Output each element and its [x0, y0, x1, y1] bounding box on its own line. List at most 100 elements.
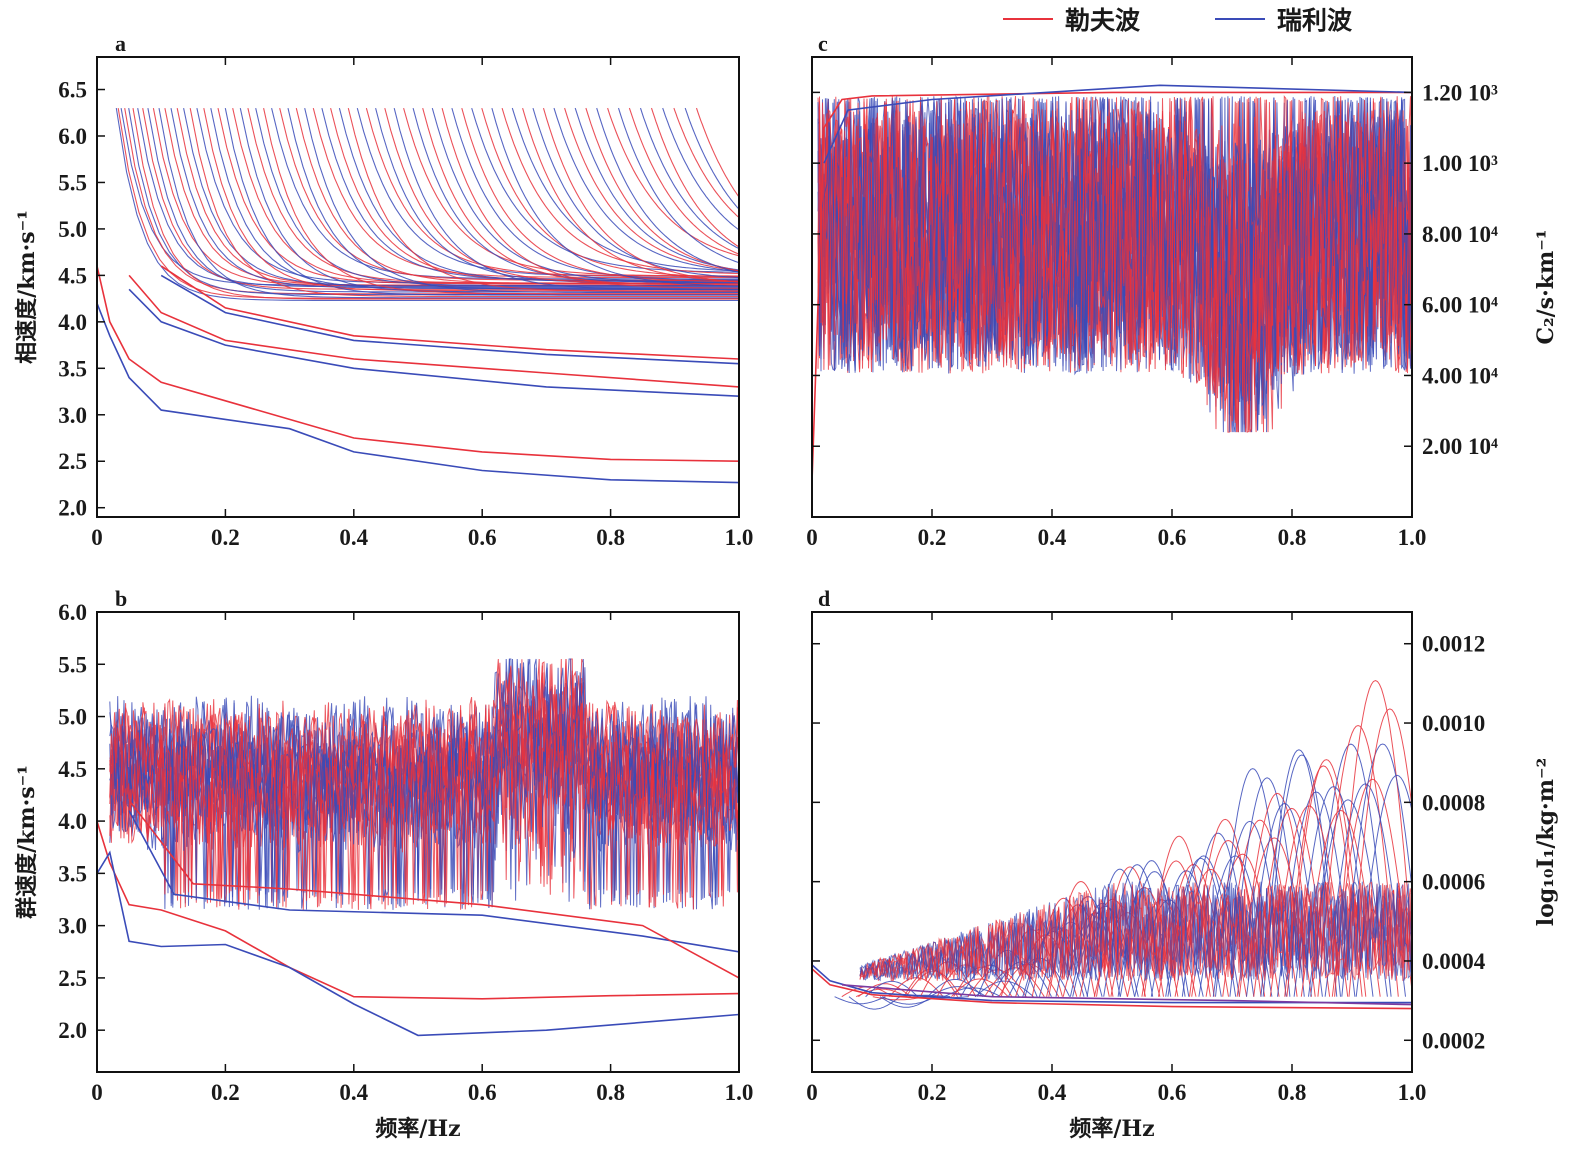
panel-b-mode-curve: [109, 658, 739, 910]
panel-a-mode-curve: [263, 107, 739, 295]
panel-c-c2: 2.00 10⁴ 4.00 10⁴ 6.00 10⁴ 8.00 10⁴ 1.00 10³…: [806, 31, 1559, 550]
panel-d-xtick-label: 0.4: [1038, 1080, 1067, 1105]
panel-d-mode-curve: [974, 980, 1034, 998]
panel-a-mode-curve: [451, 107, 739, 281]
panel-d-xtick-label: 0.8: [1278, 1080, 1307, 1105]
panel-c-ytick-label: 4.00 10⁴: [1422, 363, 1498, 388]
panel-a-mode-curve: [132, 108, 739, 300]
panel-a-label: a: [115, 31, 126, 56]
panel-a-xtick-label: 0.4: [339, 525, 368, 550]
panel-c-xtick-label: 0.4: [1038, 525, 1067, 550]
legend: 勒夫波 瑞利波: [1003, 6, 1353, 35]
panel-a-xtick-label: 1.0: [725, 525, 754, 550]
panel-d-ticks: 0.0002 0.0004 0.0006 0.0008 0.0010 0.0012 0 0.2…: [806, 612, 1486, 1105]
panel-b-series-line: [128, 810, 739, 953]
panel-c-series-line: [812, 91, 1412, 482]
panel-c-ylabel: C₂/s·km⁻¹: [1533, 230, 1559, 345]
panel-d-series-line: [812, 968, 1412, 1010]
panel-a-mode-curve: [684, 107, 739, 210]
panel-a-mode-curve: [511, 107, 739, 272]
panel-a-mode-curve: [441, 107, 739, 289]
panel-d-mode-curve: [1286, 759, 1367, 997]
panel-a-ytick-label: 5.5: [58, 170, 87, 195]
panel-d-mode-curve: [1310, 743, 1392, 997]
panel-d-mode-curve: [859, 881, 1412, 982]
panel-a-mode-curve: [115, 108, 739, 302]
panel-a-mode-curve: [158, 107, 739, 299]
panel-a-ytick-label: 4.5: [58, 263, 87, 288]
panel-d-ytick-label: 0.0008: [1422, 790, 1485, 815]
panel-d-frame: [811, 611, 1413, 1073]
panel-b-mode-curve: [109, 658, 739, 910]
panel-a-mode-curve: [431, 107, 739, 284]
panel-c-ytick-label: 8.00 10⁴: [1422, 222, 1498, 247]
panel-a-ytick-label: 6.5: [58, 78, 87, 103]
panel-a-mode-curve: [673, 107, 739, 218]
panel-a-series-line: [128, 288, 739, 397]
panel-b-series-line: [97, 820, 739, 1000]
panel-d-xtick-label: 1.0: [1398, 1080, 1427, 1105]
panel-d-series-line: [841, 984, 1412, 1006]
panel-a-mode-curve: [501, 107, 739, 275]
panel-b-curves: [97, 658, 739, 1037]
panel-d-ytick-label: 0.0002: [1422, 1028, 1485, 1053]
panel-b-ytick-label: 6.0: [58, 600, 87, 625]
panel-a-ylabel: 相速度/km·s⁻¹: [14, 210, 40, 364]
panel-a-mode-curve: [596, 107, 739, 273]
panel-a-mode-curve: [117, 108, 739, 299]
panel-d-mode-curve: [1262, 754, 1341, 997]
panel-b-ytick-label: 4.0: [58, 809, 87, 834]
panel-a-mode-curve: [461, 107, 739, 283]
panel-b-xtick-label: 0.8: [596, 1080, 625, 1105]
panel-a-mode-curve: [152, 107, 739, 287]
panel-a-xtick-label: 0: [91, 525, 103, 550]
panel-a-mode-curve: [607, 107, 739, 257]
panel-a-mode-curve: [170, 107, 739, 289]
panel-d-mode-curve: [882, 996, 937, 1005]
panel-a-ytick-label: 3.0: [58, 403, 87, 428]
panel-b-xtick-label: 0: [91, 1080, 103, 1105]
panel-c-xtick-label: 0.2: [918, 525, 947, 550]
panel-a-ytick-label: 2.0: [58, 496, 87, 521]
panel-c-ytick-label: 1.20 10³: [1422, 80, 1498, 105]
panel-c-xtick-label: 0.6: [1158, 525, 1187, 550]
panel-b-ytick-label: 2.0: [58, 1018, 87, 1043]
panel-b-series-line: [128, 799, 739, 979]
panel-c-ticks: 2.00 10⁴ 4.00 10⁴ 6.00 10⁴ 8.00 10⁴ 1.00 10³…: [806, 57, 1498, 550]
panel-a-mode-curve: [695, 107, 739, 198]
panel-d-mode-curve: [1238, 792, 1316, 997]
panel-d-log-i1: 0.0002 0.0004 0.0006 0.0008 0.0010 0.0012 0 0.2…: [806, 586, 1559, 1142]
panel-a-mode-curve: [189, 107, 739, 298]
panel-a-mode-curve: [617, 107, 739, 264]
panel-c-ytick-label: 6.00 10⁴: [1422, 293, 1498, 318]
panel-d-xtick-label: 0.2: [918, 1080, 947, 1105]
panel-a-mode-curve: [232, 107, 739, 284]
panel-a-mode-curve: [224, 107, 739, 296]
panel-d-mode-curve: [859, 881, 1412, 983]
panel-d-mode-curve: [848, 996, 901, 1010]
panel-b-group-velocity: 2.0 2.5 3.0 3.5 4.0 4.5 5.0 5.5 6.0 0 0.2 0.4 0.6 0.8…: [14, 586, 753, 1142]
panel-a-series-line: [97, 303, 739, 484]
panel-d-xtick-label: 0.6: [1158, 1080, 1187, 1105]
panel-d-mode-curve: [1215, 768, 1291, 997]
panel-d-mode-curve: [1317, 724, 1399, 997]
panel-c-series-line: [823, 84, 1412, 164]
panel-d-mode-curve: [967, 969, 1027, 997]
panel-a-mode-curve: [553, 107, 739, 272]
panel-b-label: b: [115, 586, 127, 611]
panel-a-mode-curve: [491, 107, 739, 287]
panel-d-mode-curve: [1324, 783, 1406, 997]
panel-a-ytick-label: 3.5: [58, 356, 87, 381]
panel-c-mode-curve: [817, 96, 1412, 433]
panel-c-xtick-label: 1.0: [1398, 525, 1427, 550]
panel-b-xlabel: 频率/Hz: [375, 1116, 460, 1142]
panel-d-mode-curve: [929, 986, 987, 998]
panel-a-mode-curve: [522, 107, 739, 282]
panel-a-ytick-label: 2.5: [58, 449, 87, 474]
panel-b-ytick-label: 3.5: [58, 861, 87, 886]
panel-b-ylabel: 群速度/km·s⁻¹: [14, 765, 40, 919]
panel-a-series-line: [97, 265, 739, 462]
panel-d-mode-curve: [951, 978, 1009, 998]
panel-d-curves: [812, 679, 1412, 1010]
